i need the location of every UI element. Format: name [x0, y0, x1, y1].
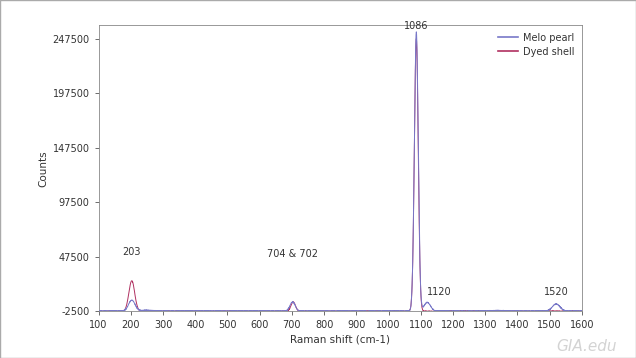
Text: GIA.edu: GIA.edu	[556, 339, 617, 354]
Text: 1086: 1086	[404, 20, 429, 30]
Legend: Melo pearl, Dyed shell: Melo pearl, Dyed shell	[495, 30, 577, 60]
Text: 1120: 1120	[427, 287, 452, 297]
Text: 704 & 702: 704 & 702	[267, 248, 319, 258]
Text: 203: 203	[123, 247, 141, 257]
Text: 1520: 1520	[544, 287, 569, 297]
Y-axis label: Counts: Counts	[38, 150, 48, 187]
X-axis label: Raman shift (cm-1): Raman shift (cm-1)	[290, 335, 391, 345]
